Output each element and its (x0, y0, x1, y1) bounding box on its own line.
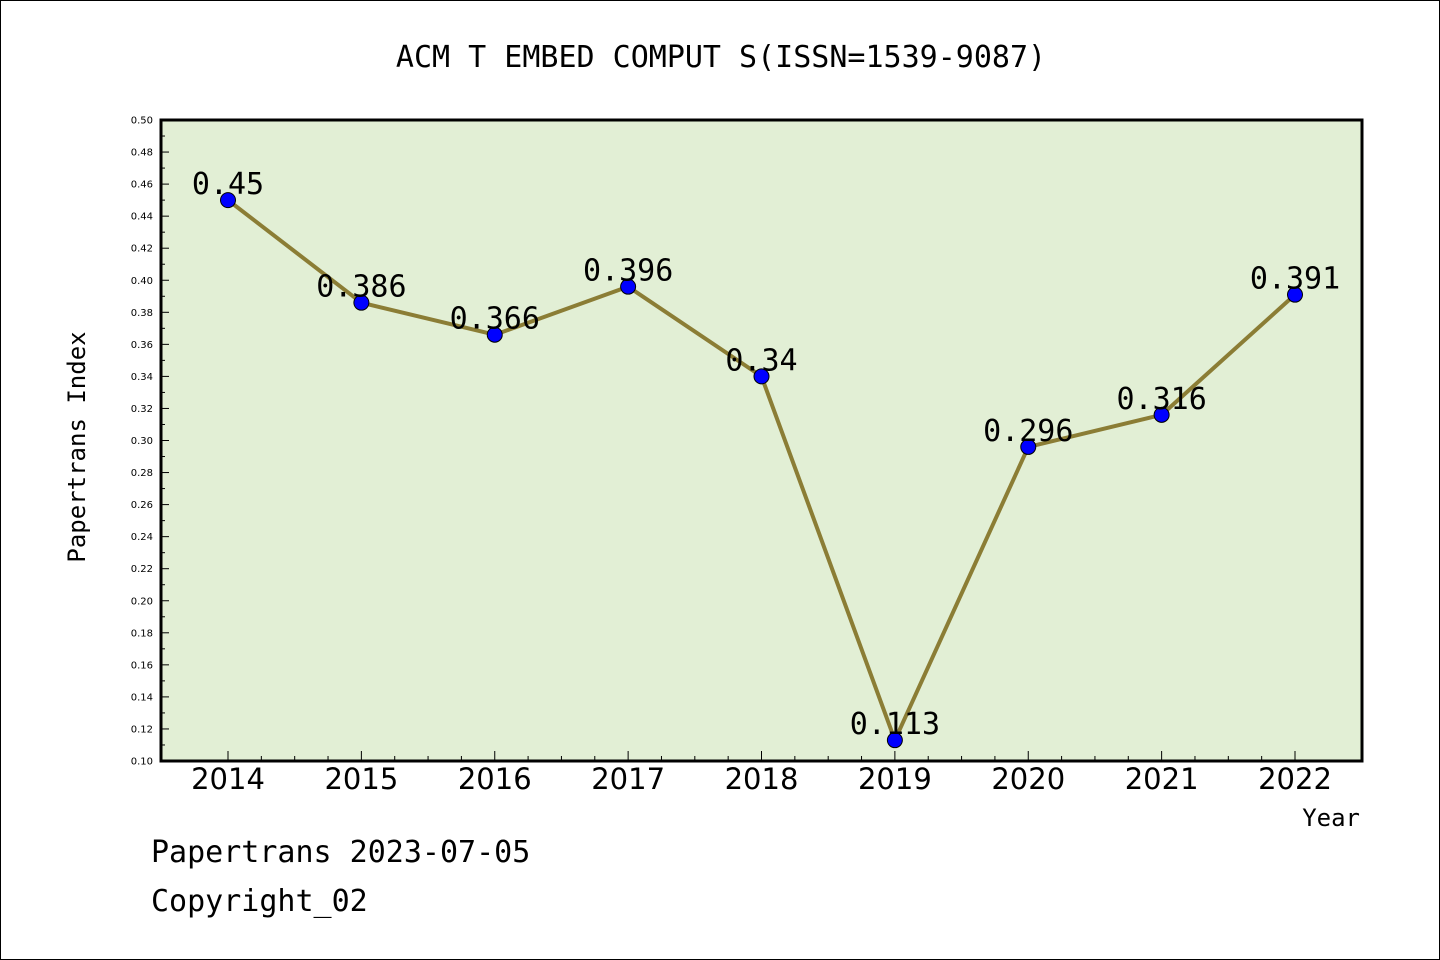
plot-area (159, 118, 1364, 763)
y-tick-label: 0.14 (131, 692, 153, 703)
y-tick-label: 0.36 (131, 340, 153, 351)
y-tick-label: 0.18 (131, 628, 153, 639)
y-tick-label: 0.30 (131, 436, 153, 447)
footer-copyright: Copyright_02 (151, 884, 368, 919)
y-tick-label: 0.20 (131, 596, 153, 607)
y-tick-label: 0.42 (131, 244, 153, 255)
data-label: 0.391 (1250, 262, 1340, 297)
data-label: 0.296 (983, 414, 1073, 449)
y-tick-label: 0.40 (131, 276, 153, 287)
y-tick-label: 0.44 (131, 212, 153, 223)
y-tick-label: 0.10 (131, 757, 153, 768)
y-tick-label: 0.46 (131, 180, 153, 191)
y-tick-label: 0.26 (131, 500, 153, 511)
y-tick-label: 0.12 (131, 724, 153, 735)
y-tick-label: 0.28 (131, 468, 153, 479)
x-tick-label: 2016 (458, 762, 532, 796)
y-tick-label: 0.38 (131, 308, 153, 319)
data-label: 0.316 (1116, 382, 1206, 417)
y-tick-label: 0.50 (131, 116, 153, 127)
data-label: 0.113 (850, 707, 940, 742)
x-tick-label: 2014 (191, 762, 265, 796)
data-point (1287, 286, 1303, 303)
data-label: 0.386 (316, 270, 406, 305)
data-label: 0.45 (192, 167, 264, 202)
data-point (220, 192, 236, 209)
data-point (353, 294, 370, 311)
y-tick-label: 0.48 (131, 148, 153, 159)
y-tick-label: 0.24 (131, 532, 153, 543)
x-tick-label: 2017 (591, 762, 665, 796)
x-axis-label: Year (1302, 804, 1360, 832)
data-point (620, 278, 637, 295)
y-axis-label: Papertrans Index (63, 331, 91, 562)
y-tick-label: 0.22 (131, 564, 153, 575)
x-tick-label: 2015 (324, 762, 398, 796)
data-point (486, 326, 503, 343)
data-point (886, 732, 903, 749)
x-tick-label: 2018 (725, 762, 799, 796)
data-point (753, 368, 770, 385)
x-tick-label: 2020 (991, 762, 1065, 796)
data-labels: 0.45 0.386 0.366 0.396 0.34 0.113 0.296 0.316 0.… (192, 167, 1340, 742)
data-label: 0.34 (725, 343, 797, 378)
y-tick-label: 0.16 (131, 660, 153, 671)
chart-title: ACM T EMBED COMPUT S(ISSN=1539-9087) (396, 40, 1046, 75)
x-tick-label: 2022 (1258, 762, 1332, 796)
series-layer (220, 192, 1303, 749)
data-label: 0.366 (450, 302, 540, 337)
x-tick-label: 2019 (858, 762, 932, 796)
data-point (1020, 438, 1037, 455)
data-label: 0.396 (583, 254, 673, 289)
y-axis-ticks: 0.10 0.12 0.14 0.16 0.18 0.20 0.22 0.24 0.26 0.28… (131, 116, 169, 768)
y-tick-label: 0.34 (131, 372, 153, 383)
x-axis-ticks: 2014 2015 2016 2017 2018 2019 2020 2021 2022 (191, 751, 1332, 796)
footer-date: Papertrans 2023-07-05 (151, 835, 531, 870)
y-tick-label: 0.32 (131, 404, 153, 415)
data-point (1153, 406, 1170, 423)
x-tick-label: 2021 (1125, 762, 1199, 796)
